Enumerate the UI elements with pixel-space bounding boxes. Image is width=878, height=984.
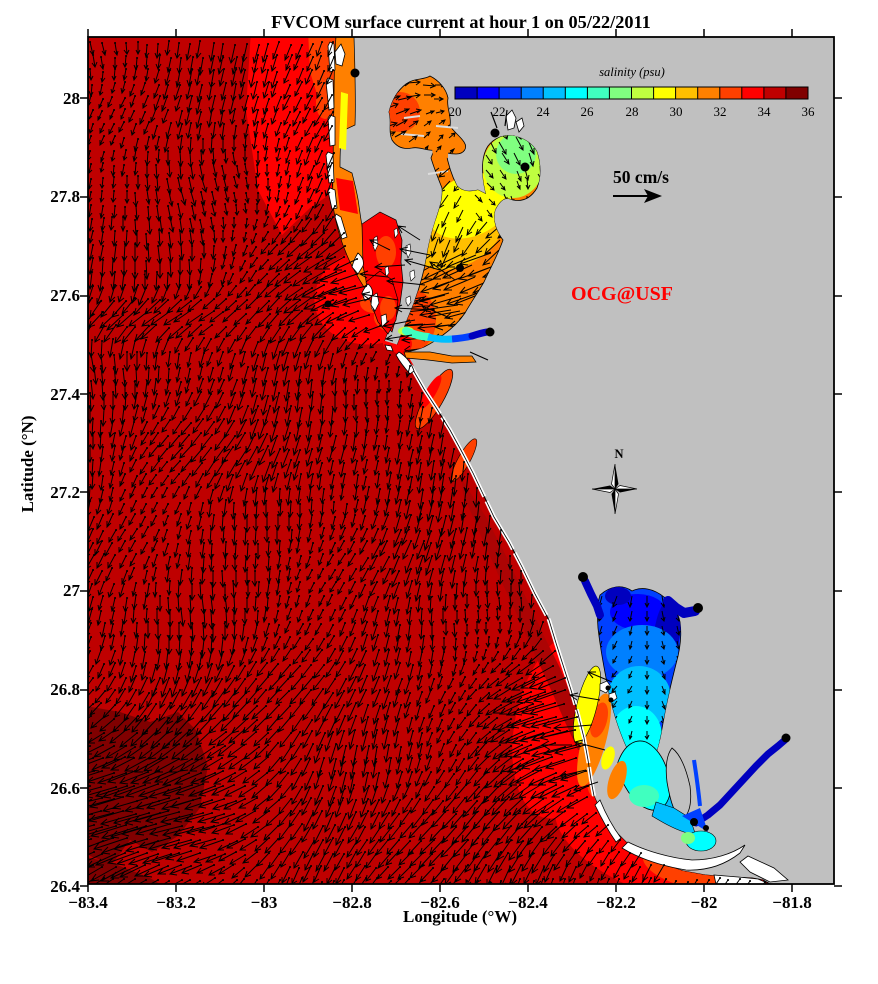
svg-text:32: 32: [714, 104, 727, 119]
svg-text:26: 26: [581, 104, 595, 119]
svg-text:−82.4: −82.4: [508, 893, 548, 912]
svg-text:−82.6: −82.6: [420, 893, 459, 912]
svg-text:−83.4: −83.4: [68, 893, 108, 912]
svg-text:20: 20: [449, 104, 462, 119]
svg-text:27.6: 27.6: [50, 286, 80, 305]
svg-text:−83: −83: [251, 893, 278, 912]
svg-text:24: 24: [537, 104, 551, 119]
svg-text:−82.8: −82.8: [332, 893, 371, 912]
svg-text:−81.8: −81.8: [772, 893, 811, 912]
svg-text:−82.2: −82.2: [596, 893, 635, 912]
svg-text:36: 36: [802, 104, 816, 119]
svg-text:Latitude (°N): Latitude (°N): [18, 416, 37, 513]
svg-text:30: 30: [670, 104, 683, 119]
svg-text:27.8: 27.8: [50, 187, 80, 206]
svg-text:−82: −82: [691, 893, 718, 912]
svg-text:salinity (psu): salinity (psu): [599, 65, 665, 79]
svg-text:27.2: 27.2: [50, 483, 80, 502]
svg-text:50 cm/s: 50 cm/s: [613, 167, 669, 187]
svg-text:22: 22: [493, 104, 506, 119]
svg-text:FVCOM surface current at hour: FVCOM surface current at hour 1 on 05/22…: [271, 12, 651, 32]
svg-text:26.6: 26.6: [50, 779, 80, 798]
svg-text:Longitude (°W): Longitude (°W): [403, 907, 517, 926]
svg-text:28: 28: [626, 104, 639, 119]
svg-text:26.4: 26.4: [50, 877, 80, 896]
svg-text:28: 28: [63, 89, 80, 108]
svg-text:34: 34: [758, 104, 772, 119]
svg-text:27.4: 27.4: [50, 385, 80, 404]
svg-text:OCG@USF: OCG@USF: [571, 283, 673, 305]
svg-text:−83.2: −83.2: [156, 893, 195, 912]
svg-text:26.8: 26.8: [50, 680, 80, 699]
svg-text:N: N: [614, 447, 623, 461]
svg-text:27: 27: [63, 581, 81, 600]
